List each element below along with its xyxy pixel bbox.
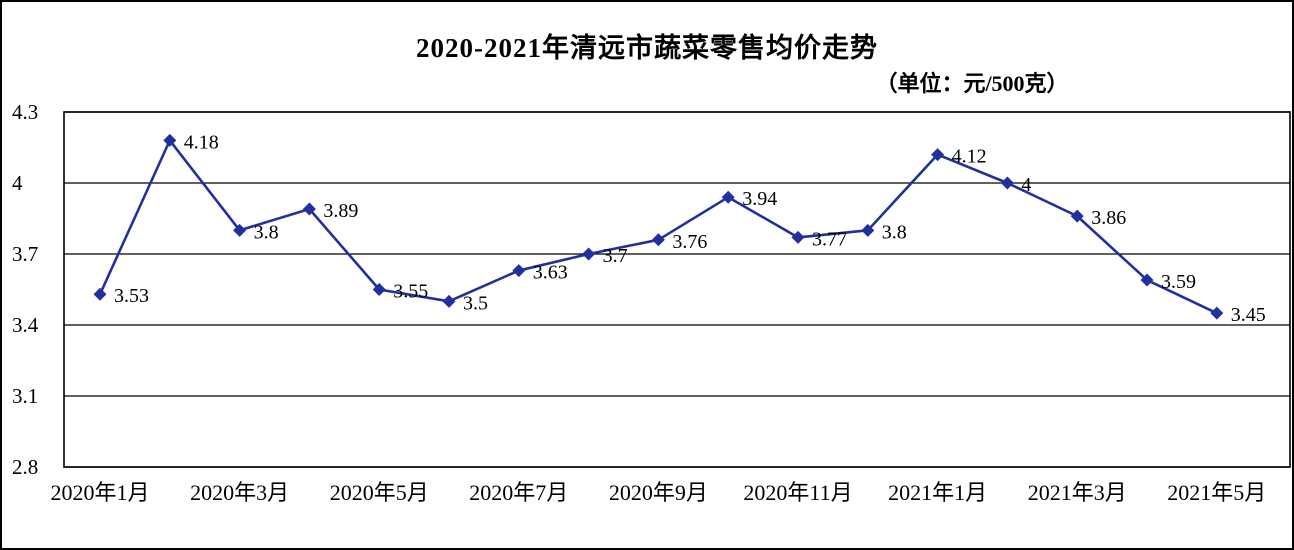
data-point-marker bbox=[651, 233, 665, 247]
x-axis-label: 2020年3月 bbox=[190, 480, 289, 505]
data-point-label: 4.12 bbox=[952, 146, 987, 168]
y-axis-label: 2.8 bbox=[12, 455, 38, 479]
data-point-label: 3.86 bbox=[1091, 207, 1126, 229]
data-point-label: 3.59 bbox=[1161, 271, 1196, 293]
data-point-label: 4 bbox=[1021, 174, 1031, 196]
x-axis-label: 2020年9月 bbox=[609, 480, 708, 505]
x-axis-label: 2021年5月 bbox=[1167, 480, 1266, 505]
data-point-marker bbox=[931, 148, 945, 162]
data-point-marker bbox=[93, 287, 107, 301]
x-axis-label: 2021年1月 bbox=[888, 480, 987, 505]
data-point-marker bbox=[861, 223, 875, 237]
plot-border bbox=[63, 111, 1291, 468]
data-point-label: 3.7 bbox=[603, 245, 628, 267]
data-point-marker bbox=[1000, 176, 1014, 190]
y-axis-label: 3.7 bbox=[12, 242, 38, 266]
data-point-label: 3.53 bbox=[114, 285, 149, 307]
data-point-label: 3.94 bbox=[742, 188, 777, 210]
chart-title: 2020-2021年清远市蔬菜零售均价走势 bbox=[416, 33, 878, 63]
data-point-marker bbox=[512, 264, 526, 278]
x-axis-label: 2020年5月 bbox=[330, 480, 429, 505]
data-point-marker bbox=[1210, 306, 1224, 320]
x-axis-label: 2021年3月 bbox=[1028, 480, 1127, 505]
data-point-marker bbox=[1070, 209, 1084, 223]
data-point-label: 4.18 bbox=[184, 131, 219, 153]
data-point-label: 3.45 bbox=[1231, 304, 1266, 326]
data-point-marker bbox=[372, 283, 386, 296]
data-point-marker bbox=[163, 133, 177, 147]
data-point-marker bbox=[1140, 273, 1154, 287]
data-point-marker bbox=[302, 202, 316, 216]
y-axis-label: 3.4 bbox=[12, 313, 39, 337]
data-point-marker bbox=[791, 230, 805, 244]
data-point-label: 3.89 bbox=[323, 200, 358, 222]
data-point-label: 3.77 bbox=[812, 228, 847, 250]
y-axis-label: 4.3 bbox=[12, 100, 38, 124]
data-point-marker bbox=[721, 190, 735, 204]
y-axis-label: 4 bbox=[12, 171, 23, 195]
data-point-label: 3.5 bbox=[463, 292, 488, 314]
x-axis-label: 2020年7月 bbox=[469, 480, 568, 505]
data-point-label: 3.8 bbox=[254, 221, 279, 243]
data-point-marker bbox=[233, 223, 247, 237]
data-point-marker bbox=[582, 247, 596, 261]
data-point-marker bbox=[442, 294, 456, 308]
x-axis-label: 2020年11月 bbox=[743, 480, 852, 505]
x-axis-label: 2020年1月 bbox=[50, 480, 149, 505]
data-point-label: 3.76 bbox=[672, 231, 707, 253]
data-point-label: 3.55 bbox=[393, 281, 428, 303]
data-point-label: 3.63 bbox=[533, 262, 568, 284]
data-point-label: 3.8 bbox=[882, 221, 907, 243]
y-axis-label: 3.1 bbox=[12, 384, 38, 408]
chart-unit-label: （单位：元/500克） bbox=[875, 71, 1069, 96]
